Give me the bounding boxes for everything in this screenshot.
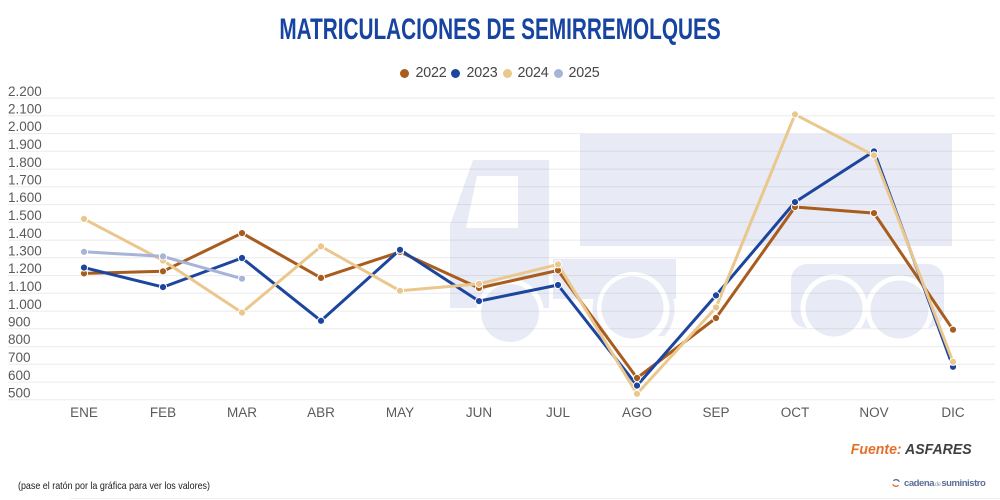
svg-text:DIC: DIC (941, 405, 965, 420)
svg-text:1.500: 1.500 (8, 208, 42, 223)
svg-text:OCT: OCT (781, 405, 810, 420)
svg-text:1.900: 1.900 (8, 137, 42, 152)
svg-text:1.400: 1.400 (8, 226, 42, 241)
svg-text:2.000: 2.000 (8, 119, 42, 134)
svg-text:FEB: FEB (150, 405, 176, 420)
svg-text:2.100: 2.100 (8, 102, 42, 117)
svg-text:2.200: 2.200 (8, 84, 42, 99)
svg-text:MAR: MAR (227, 405, 257, 420)
svg-text:1.300: 1.300 (8, 244, 42, 259)
svg-text:700: 700 (8, 350, 31, 365)
svg-text:ABR: ABR (307, 405, 335, 420)
svg-text:JUN: JUN (466, 405, 492, 420)
svg-text:ENE: ENE (70, 405, 98, 420)
svg-text:SEP: SEP (702, 405, 729, 420)
svg-text:1.800: 1.800 (8, 155, 42, 170)
svg-text:500: 500 (8, 386, 31, 401)
svg-text:800: 800 (8, 332, 31, 347)
svg-text:MAY: MAY (386, 405, 414, 420)
svg-text:900: 900 (8, 315, 31, 330)
svg-text:1.700: 1.700 (8, 173, 42, 188)
svg-text:1.000: 1.000 (8, 297, 42, 312)
svg-text:1.100: 1.100 (8, 279, 42, 294)
svg-text:JUL: JUL (546, 405, 570, 420)
svg-text:NOV: NOV (859, 405, 888, 420)
svg-text:AGO: AGO (622, 405, 652, 420)
svg-text:600: 600 (8, 368, 31, 383)
svg-text:1.200: 1.200 (8, 261, 42, 276)
svg-text:1.600: 1.600 (8, 190, 42, 205)
